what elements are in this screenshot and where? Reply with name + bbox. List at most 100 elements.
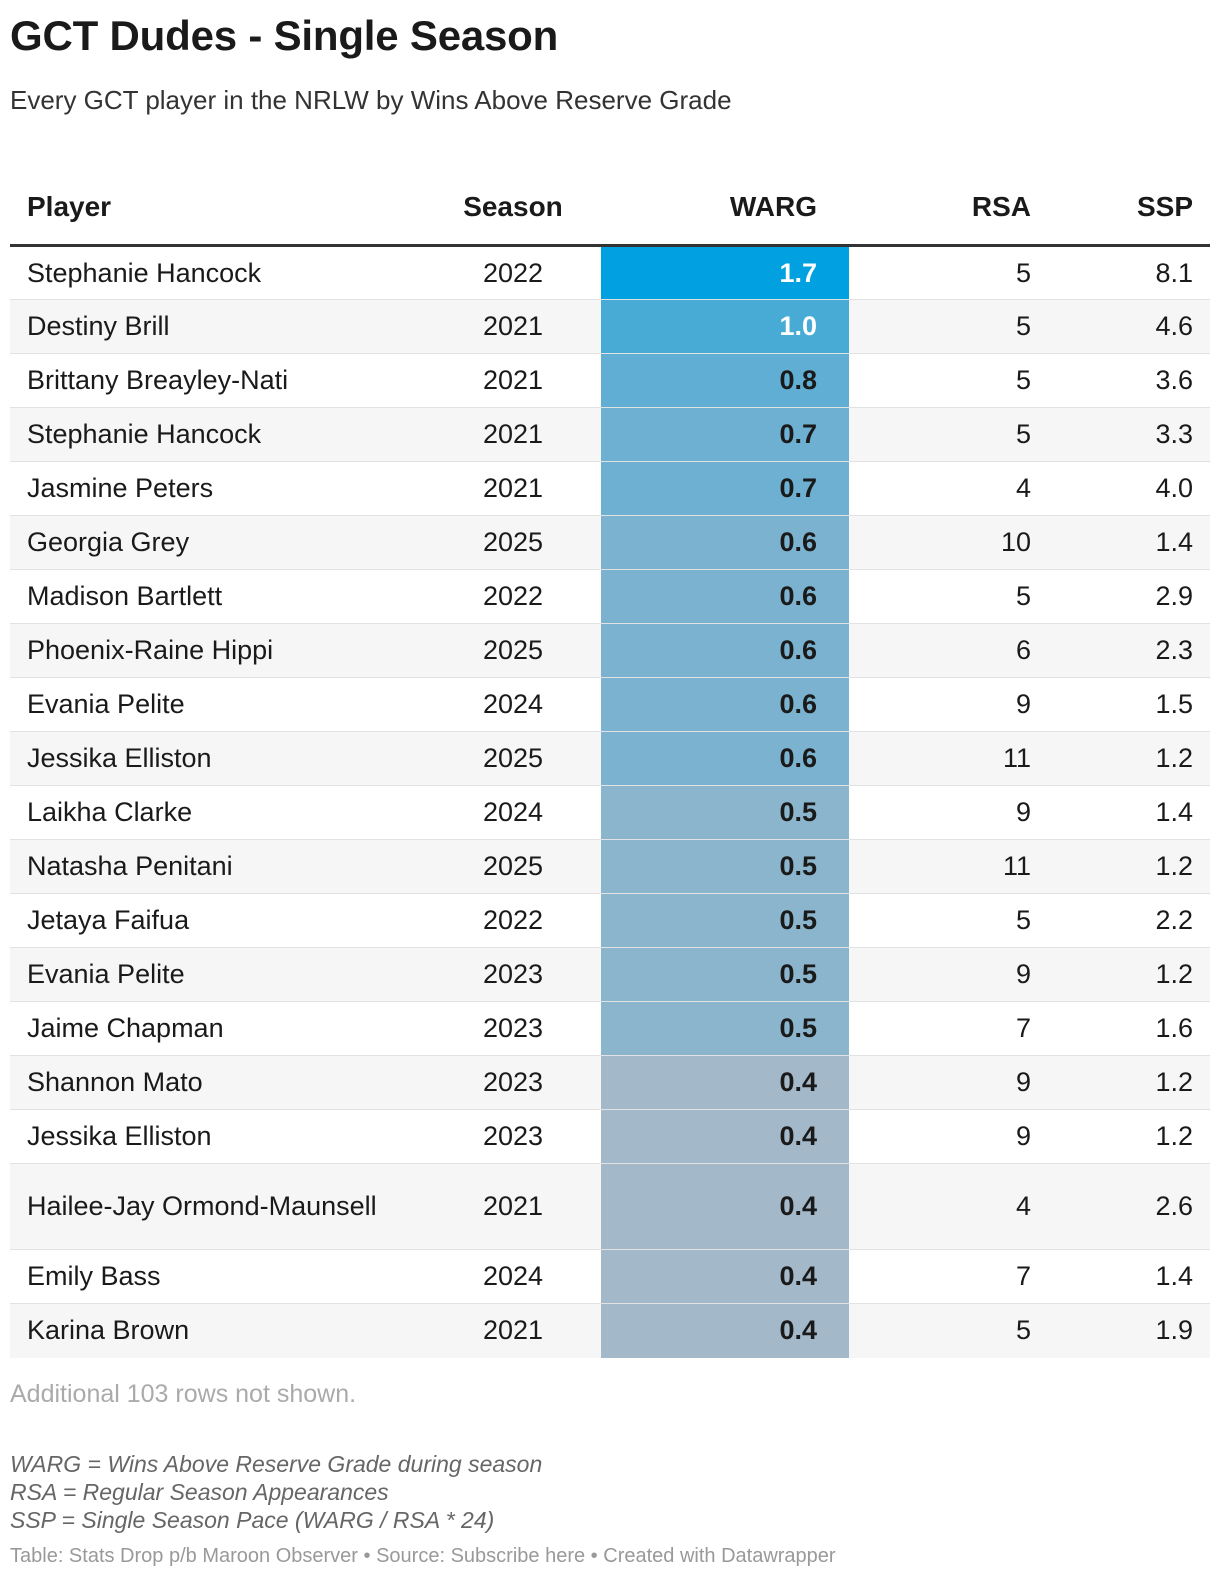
cell-ssp: 1.4	[1031, 785, 1210, 840]
cell-ssp: 3.3	[1031, 407, 1210, 462]
table-row: Evania Pelite 2023 0.5 9 1.2	[10, 947, 1210, 1002]
cell-rsa: 5	[849, 569, 1031, 624]
cell-player: Hailee-Jay Ormond-Maunsell	[10, 1163, 425, 1250]
cell-ssp: 4.0	[1031, 461, 1210, 516]
table-row: Jasmine Peters 2021 0.7 4 4.0	[10, 461, 1210, 516]
cell-warg: 0.6	[601, 731, 849, 786]
cell-season: 2021	[425, 1163, 601, 1250]
cell-season: 2022	[425, 569, 601, 624]
cell-rsa: 11	[849, 839, 1031, 894]
cell-rsa: 9	[849, 1055, 1031, 1110]
table-row: Phoenix-Raine Hippi 2025 0.6 6 2.3	[10, 623, 1210, 678]
column-header-player[interactable]: Player	[10, 170, 425, 247]
chart-subtitle: Every GCT player in the NRLW by Wins Abo…	[10, 85, 732, 115]
table-row: Jessika Elliston 2023 0.4 9 1.2	[10, 1109, 1210, 1164]
cell-warg: 1.7	[601, 245, 849, 300]
cell-warg: 0.7	[601, 461, 849, 516]
cell-season: 2023	[425, 1055, 601, 1110]
cell-warg: 0.5	[601, 947, 849, 1002]
table-row: Georgia Grey 2025 0.6 10 1.4	[10, 515, 1210, 570]
cell-season: 2021	[425, 1303, 601, 1358]
cell-season: 2022	[425, 893, 601, 948]
cell-player: Stephanie Hancock	[10, 245, 425, 300]
table-row: Natasha Penitani 2025 0.5 11 1.2	[10, 839, 1210, 894]
cell-rsa: 5	[849, 299, 1031, 354]
cell-rsa: 10	[849, 515, 1031, 570]
cell-rsa: 5	[849, 893, 1031, 948]
cell-ssp: 1.4	[1031, 1249, 1210, 1304]
cell-player: Evania Pelite	[10, 677, 425, 732]
cell-ssp: 2.3	[1031, 623, 1210, 678]
cell-ssp: 1.9	[1031, 1303, 1210, 1358]
rows-hidden-note: Additional 103 rows not shown.	[10, 1379, 357, 1408]
cell-warg: 0.4	[601, 1249, 849, 1304]
cell-season: 2021	[425, 461, 601, 516]
cell-player: Jessika Elliston	[10, 1109, 425, 1164]
table-row: Evania Pelite 2024 0.6 9 1.5	[10, 677, 1210, 732]
cell-warg: 0.4	[601, 1055, 849, 1110]
cell-player: Jasmine Peters	[10, 461, 425, 516]
cell-rsa: 4	[849, 1163, 1031, 1250]
cell-rsa: 6	[849, 623, 1031, 678]
cell-rsa: 9	[849, 1109, 1031, 1164]
cell-ssp: 1.4	[1031, 515, 1210, 570]
cell-warg: 0.6	[601, 569, 849, 624]
cell-ssp: 4.6	[1031, 299, 1210, 354]
cell-rsa: 7	[849, 1249, 1031, 1304]
table-row: Emily Bass 2024 0.4 7 1.4	[10, 1249, 1210, 1304]
column-header-season[interactable]: Season	[425, 170, 601, 247]
table-row: Laikha Clarke 2024 0.5 9 1.4	[10, 785, 1210, 840]
cell-warg: 1.0	[601, 299, 849, 354]
cell-warg: 0.4	[601, 1163, 849, 1250]
cell-season: 2021	[425, 407, 601, 462]
cell-season: 2024	[425, 677, 601, 732]
table-row: Stephanie Hancock 2021 0.7 5 3.3	[10, 407, 1210, 462]
table-row: Jaime Chapman 2023 0.5 7 1.6	[10, 1001, 1210, 1056]
cell-season: 2021	[425, 353, 601, 408]
cell-ssp: 8.1	[1031, 245, 1210, 300]
cell-season: 2021	[425, 299, 601, 354]
table-row: Madison Bartlett 2022 0.6 5 2.9	[10, 569, 1210, 624]
cell-rsa: 5	[849, 1303, 1031, 1358]
cell-warg: 0.6	[601, 677, 849, 732]
legend-warg: WARG = Wins Above Reserve Grade during s…	[10, 1450, 543, 1477]
table-row: Hailee-Jay Ormond-Maunsell 2021 0.4 4 2.6	[10, 1163, 1210, 1250]
cell-season: 2023	[425, 1001, 601, 1056]
cell-warg: 0.5	[601, 1001, 849, 1056]
cell-warg: 0.4	[601, 1303, 849, 1358]
table-row: Jessika Elliston 2025 0.6 11 1.2	[10, 731, 1210, 786]
data-table: Player Season WARG RSA SSP Stephanie Han…	[10, 170, 1210, 1358]
cell-warg: 0.5	[601, 893, 849, 948]
table-row: Brittany Breayley-Nati 2021 0.8 5 3.6	[10, 353, 1210, 408]
column-header-warg[interactable]: WARG	[601, 170, 849, 247]
cell-player: Brittany Breayley-Nati	[10, 353, 425, 408]
cell-rsa: 9	[849, 785, 1031, 840]
table-body: Stephanie Hancock 2022 1.7 5 8.1 Destiny Bril…	[10, 245, 1210, 1358]
cell-rsa: 4	[849, 461, 1031, 516]
table-row: Shannon Mato 2023 0.4 9 1.2	[10, 1055, 1210, 1110]
cell-ssp: 2.2	[1031, 893, 1210, 948]
table-row: Destiny Brill 2021 1.0 5 4.6	[10, 299, 1210, 354]
cell-player: Natasha Penitani	[10, 839, 425, 894]
cell-player: Emily Bass	[10, 1249, 425, 1304]
column-header-ssp[interactable]: SSP	[1031, 170, 1210, 247]
cell-player: Shannon Mato	[10, 1055, 425, 1110]
cell-rsa: 5	[849, 407, 1031, 462]
cell-ssp: 1.5	[1031, 677, 1210, 732]
cell-ssp: 1.2	[1031, 1055, 1210, 1110]
cell-player: Jessika Elliston	[10, 731, 425, 786]
legend-ssp: SSP = Single Season Pace (WARG / RSA * 2…	[10, 1506, 495, 1533]
cell-ssp: 2.6	[1031, 1163, 1210, 1250]
cell-warg: 0.8	[601, 353, 849, 408]
cell-rsa: 7	[849, 1001, 1031, 1056]
cell-ssp: 1.6	[1031, 1001, 1210, 1056]
cell-player: Jaime Chapman	[10, 1001, 425, 1056]
cell-player: Georgia Grey	[10, 515, 425, 570]
cell-warg: 0.5	[601, 785, 849, 840]
cell-ssp: 2.9	[1031, 569, 1210, 624]
legend: WARG = Wins Above Reserve Grade during s…	[10, 1450, 1210, 1534]
cell-rsa: 9	[849, 947, 1031, 1002]
cell-season: 2024	[425, 1249, 601, 1304]
column-header-rsa[interactable]: RSA	[849, 170, 1031, 247]
cell-season: 2025	[425, 623, 601, 678]
